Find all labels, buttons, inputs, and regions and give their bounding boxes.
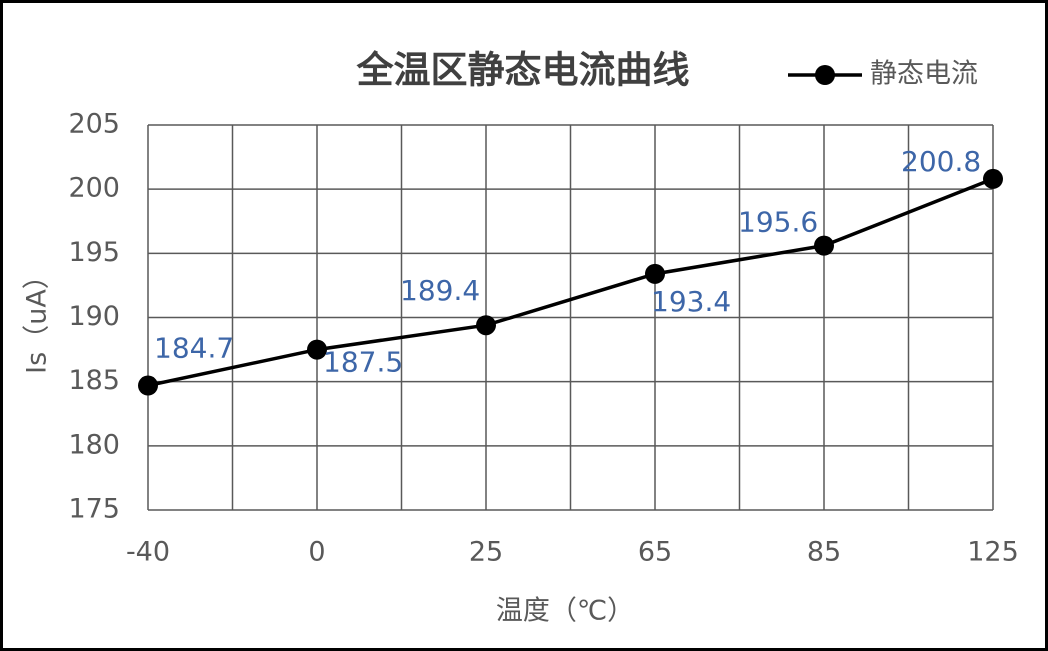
x-axis-title: 温度（℃） (496, 596, 634, 627)
data-label: 189.4 (400, 274, 480, 307)
y-tick-label: 190 (68, 301, 120, 332)
y-tick-label: 180 (68, 429, 120, 460)
x-tick-label: 85 (807, 537, 841, 568)
legend-marker (815, 65, 835, 85)
marker (645, 263, 665, 284)
x-tick-label: 125 (967, 537, 1019, 568)
y-axis-title: Is（uA） (22, 262, 53, 374)
marker (307, 339, 327, 360)
chart-title: 全温区静态电流曲线 (356, 49, 690, 92)
data-label: 200.8 (901, 145, 981, 178)
x-tick-label: 25 (469, 537, 503, 568)
y-tick-label: 185 (68, 365, 120, 396)
y-tick-label: 205 (68, 109, 120, 140)
data-label: 193.4 (651, 285, 731, 318)
data-label: 187.5 (323, 346, 403, 379)
data-label: 184.7 (154, 332, 234, 365)
x-tick-label: 65 (638, 537, 672, 568)
y-tick-label: 195 (68, 237, 120, 268)
x-tick-label: -40 (126, 537, 170, 568)
x-tick-label: 0 (308, 537, 325, 568)
y-tick-label: 175 (68, 494, 120, 525)
series-line (147, 177, 994, 388)
marker (476, 315, 496, 336)
y-tick-label: 200 (68, 173, 120, 204)
marker (814, 235, 834, 256)
marker (138, 375, 158, 396)
marker (983, 168, 1003, 189)
legend-label: 静态电流 (870, 59, 978, 90)
data-label: 195.6 (738, 206, 818, 239)
